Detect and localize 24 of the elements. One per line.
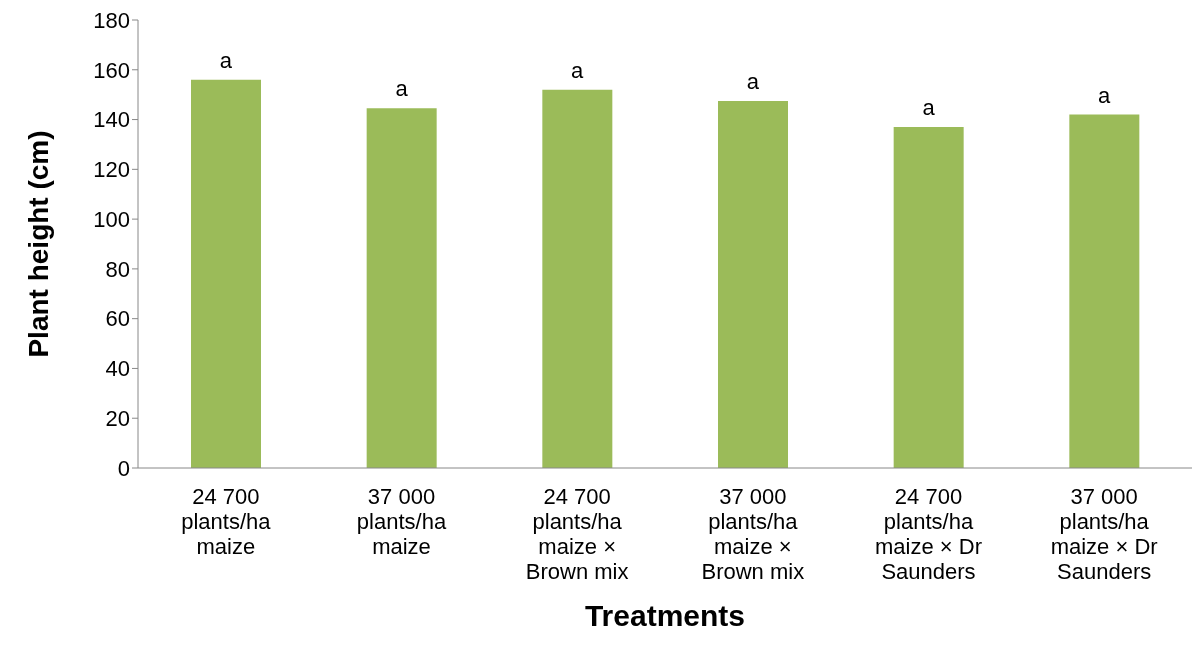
- annotation: a: [746, 68, 760, 94]
- y-tick-label: 100: [93, 206, 130, 232]
- y-tick-label: 180: [93, 7, 130, 33]
- x-tick-label: 24 700 plants/ha maize × Brown mix: [525, 484, 629, 584]
- x-tick-label: 37 000 plants/ha maize: [356, 484, 447, 559]
- y-tick-label: 160: [93, 57, 130, 83]
- y-tick-label: 60: [105, 306, 130, 332]
- y-tick-label: 40: [105, 356, 130, 382]
- x-tick-label: 24 700 plants/ha maize × Dr Saunders: [875, 484, 982, 584]
- annotation: a: [922, 95, 936, 121]
- annotation: a: [571, 57, 585, 83]
- x-tick-label: 24 700 plants/ha maize: [181, 484, 272, 559]
- x-axis-title: Treatments: [584, 599, 746, 632]
- y-axis-title: Plant height (cm): [22, 130, 54, 358]
- annotation: a: [1098, 82, 1112, 108]
- x-tick-label: 37 000 plants/ha maize × Dr Saunders: [1050, 484, 1158, 584]
- y-tick-label: 80: [105, 256, 130, 282]
- annotation: a: [395, 76, 409, 102]
- y-tick-label: 140: [93, 107, 130, 133]
- annotation: a: [219, 47, 233, 73]
- y-tick-label: 20: [105, 406, 130, 432]
- y-tick-label: 0: [117, 455, 130, 481]
- x-tick-label: 37 000 plants/ha maize × Brown mix: [701, 484, 805, 584]
- y-tick-label: 120: [93, 157, 130, 183]
